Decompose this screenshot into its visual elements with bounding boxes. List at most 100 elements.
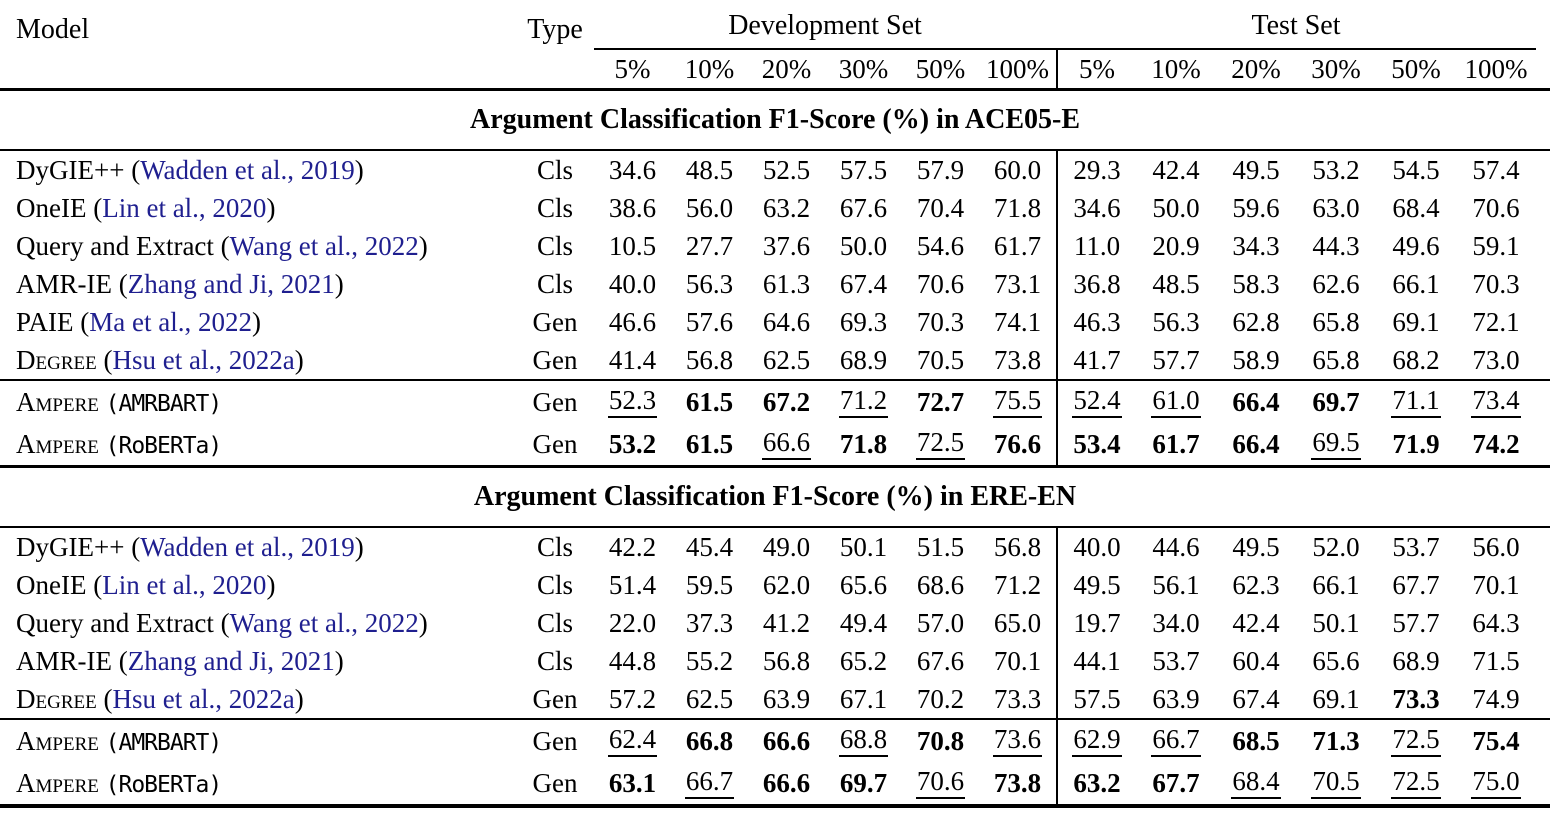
- score-value: 56.8: [993, 531, 1042, 562]
- dev-score-cell: 71.8: [825, 423, 902, 465]
- type-cell: Cls: [536, 268, 574, 299]
- dev-score-cell: 50.0: [825, 227, 902, 265]
- score-value: 52.4: [1072, 386, 1122, 418]
- dev-score-cell: 61.3: [748, 265, 825, 303]
- dev-score-cell: 49.4: [825, 604, 902, 642]
- score-value: 74.1: [993, 306, 1042, 337]
- test-score-cell: 75.0: [1456, 762, 1536, 804]
- score-value: 62.4: [607, 725, 658, 757]
- citation-link[interactable]: Wang et al., 2022: [221, 608, 428, 638]
- table-body: Argument Classification F1-Score (%) in …: [0, 91, 1550, 808]
- dev-score-cell: 61.7: [979, 227, 1056, 265]
- score-value: 62.0: [762, 569, 811, 600]
- type-cell: Gen: [532, 725, 578, 756]
- dev-score-cell: 73.3: [979, 680, 1056, 718]
- score-value: 72.5: [1391, 767, 1441, 799]
- dev-score-cell: 62.0: [748, 566, 825, 604]
- score-value: 61.3: [762, 268, 811, 299]
- ampere-row: Ampere RoBERTa Gen 53.2 61.5 66.6 71.8 72.5 76.…: [0, 423, 1550, 465]
- score-value: 73.1: [993, 268, 1042, 299]
- dev-score-cell: 67.6: [902, 642, 979, 680]
- score-value: 49.6: [1392, 230, 1440, 261]
- citation-link[interactable]: Hsu et al., 2022a: [103, 345, 303, 375]
- model-name: OneIE: [16, 192, 87, 223]
- test-score-cell: 58.9: [1216, 341, 1296, 379]
- citation-link[interactable]: Hsu et al., 2022a: [103, 684, 303, 714]
- score-value: 44.3: [1312, 230, 1360, 261]
- model-name: Ampere: [16, 767, 99, 798]
- score-value: 64.6: [762, 306, 811, 337]
- test-score-cell: 70.5: [1296, 762, 1376, 804]
- citation-link[interactable]: Zhang and Ji, 2021: [119, 269, 344, 299]
- score-value: 65.8: [1312, 306, 1360, 337]
- score-value: 71.8: [993, 192, 1042, 223]
- score-value: 65.6: [839, 569, 888, 600]
- score-value: 76.6: [993, 428, 1042, 459]
- score-value: 66.6: [762, 725, 811, 756]
- model-cell: DyGIE++ Wadden et al., 2019: [16, 155, 516, 186]
- model-cell: Degree Hsu et al., 2022a: [16, 345, 516, 376]
- test-score-cell: 53.4: [1056, 423, 1136, 465]
- test-score-cell: 73.4: [1456, 381, 1536, 423]
- horizontal-rule: [0, 718, 1550, 720]
- score-value: 42.2: [608, 531, 657, 562]
- test-score-cell: 60.4: [1216, 642, 1296, 680]
- model-name: Ampere: [16, 386, 99, 417]
- test-score-cell: 52.4: [1056, 381, 1136, 423]
- test-score-cell: 49.5: [1056, 566, 1136, 604]
- score-value: 71.1: [1391, 386, 1441, 418]
- score-value: 56.0: [1472, 531, 1520, 562]
- citation-link[interactable]: Wadden et al., 2019: [131, 532, 364, 562]
- model-name: Query and Extract: [16, 607, 214, 638]
- score-value: 62.6: [1312, 268, 1360, 299]
- test-score-cell: 67.7: [1376, 566, 1456, 604]
- model-name: AMR-IE: [16, 645, 112, 676]
- dev-score-cell: 57.6: [671, 303, 748, 341]
- ampere-row: Ampere AMRBART Gen 62.4 66.8 66.6 68.8 70.8 73.…: [0, 720, 1550, 762]
- score-value: 57.2: [608, 683, 657, 714]
- score-value: 10.5: [608, 230, 657, 261]
- model-variant: AMRBART: [106, 730, 222, 756]
- citation-link[interactable]: Lin et al., 2020: [93, 193, 275, 223]
- dev-score-cell: 67.1: [825, 680, 902, 718]
- dev-score-cell: 57.9: [902, 151, 979, 189]
- dev-score-cell: 62.4: [594, 720, 671, 762]
- score-value: 53.4: [1073, 428, 1121, 459]
- test-score-cell: 20.9: [1136, 227, 1216, 265]
- dev-score-cell: 57.0: [902, 604, 979, 642]
- test-score-cell: 69.7: [1296, 381, 1376, 423]
- citation-link[interactable]: Wadden et al., 2019: [131, 155, 364, 185]
- score-value: 73.3: [1392, 683, 1440, 714]
- test-score-cell: 75.4: [1456, 720, 1536, 762]
- score-value: 57.9: [916, 154, 965, 185]
- score-value: 58.9: [1232, 344, 1280, 375]
- score-value: 57.5: [839, 154, 888, 185]
- score-value: 48.5: [685, 154, 734, 185]
- score-value: 44.8: [608, 645, 657, 676]
- test-score-cell: 46.3: [1056, 303, 1136, 341]
- model-name: Ampere: [16, 725, 99, 756]
- score-value: 73.3: [993, 683, 1042, 714]
- score-value: 69.7: [1312, 386, 1360, 417]
- score-value: 60.0: [993, 154, 1042, 185]
- score-value: 40.0: [608, 268, 657, 299]
- citation-link[interactable]: Zhang and Ji, 2021: [119, 646, 344, 676]
- score-value: 71.2: [838, 386, 889, 418]
- model-row: OneIE Lin et al., 2020 Cls 38.6 56.0 63.2 67.…: [0, 189, 1550, 227]
- score-value: 34.0: [1152, 607, 1200, 638]
- score-value: 66.4: [1232, 386, 1280, 417]
- citation-link[interactable]: Wang et al., 2022: [221, 231, 428, 261]
- test-score-cell: 49.5: [1216, 151, 1296, 189]
- score-value: 75.5: [992, 386, 1043, 418]
- dev-score-cell: 59.5: [671, 566, 748, 604]
- percent-header-test-6: 100%: [1464, 53, 1528, 84]
- model-variant: RoBERTa: [106, 772, 222, 798]
- score-value: 74.2: [1472, 428, 1520, 459]
- percent-header-test-2: 10%: [1151, 53, 1201, 84]
- citation-link[interactable]: Ma et al., 2022: [80, 307, 261, 337]
- score-value: 53.2: [1312, 154, 1360, 185]
- test-score-cell: 62.8: [1216, 303, 1296, 341]
- score-value: 68.8: [838, 725, 889, 757]
- citation-link[interactable]: Lin et al., 2020: [93, 570, 275, 600]
- dev-score-cell: 51.4: [594, 566, 671, 604]
